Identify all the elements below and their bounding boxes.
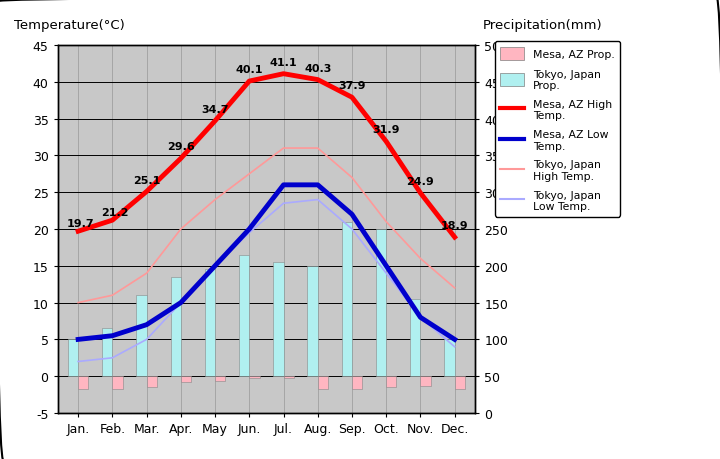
Bar bbox=[318, 376, 328, 390]
Bar bbox=[204, 270, 215, 376]
Text: 21.2: 21.2 bbox=[102, 208, 129, 218]
Text: 19.7: 19.7 bbox=[67, 219, 95, 229]
Bar bbox=[454, 376, 465, 390]
Text: Temperature(°C): Temperature(°C) bbox=[14, 19, 125, 32]
Text: 41.1: 41.1 bbox=[270, 58, 297, 67]
Bar bbox=[410, 299, 420, 376]
Bar bbox=[307, 266, 318, 376]
Text: 34.7: 34.7 bbox=[202, 105, 229, 115]
Bar bbox=[352, 376, 362, 390]
Bar bbox=[78, 376, 89, 390]
Bar bbox=[342, 222, 352, 376]
Bar bbox=[102, 329, 112, 376]
Text: 18.9: 18.9 bbox=[441, 221, 469, 231]
Bar bbox=[444, 340, 454, 376]
Bar bbox=[239, 255, 249, 376]
Text: 29.6: 29.6 bbox=[167, 142, 194, 152]
Text: 40.3: 40.3 bbox=[304, 63, 331, 73]
Bar bbox=[386, 376, 397, 387]
Text: 25.1: 25.1 bbox=[133, 175, 161, 185]
Text: 40.1: 40.1 bbox=[235, 65, 263, 75]
Bar bbox=[249, 376, 259, 379]
Text: 24.9: 24.9 bbox=[407, 177, 434, 187]
Bar bbox=[112, 376, 122, 390]
Bar bbox=[284, 376, 294, 378]
Bar bbox=[420, 376, 431, 386]
Text: Precipitation(mm): Precipitation(mm) bbox=[482, 19, 602, 32]
Bar bbox=[136, 296, 147, 376]
Text: 37.9: 37.9 bbox=[338, 81, 366, 91]
Bar bbox=[68, 340, 78, 376]
Text: 31.9: 31.9 bbox=[372, 125, 400, 135]
Bar bbox=[376, 230, 386, 376]
Bar bbox=[215, 376, 225, 381]
Legend: Mesa, AZ Prop., Tokyo, Japan
Prop., Mesa, AZ High
Temp., Mesa, AZ Low
Temp., Tok: Mesa, AZ Prop., Tokyo, Japan Prop., Mesa… bbox=[495, 42, 620, 217]
Bar bbox=[274, 263, 284, 376]
Bar bbox=[171, 277, 181, 376]
Bar bbox=[181, 376, 191, 382]
Bar bbox=[147, 376, 157, 387]
